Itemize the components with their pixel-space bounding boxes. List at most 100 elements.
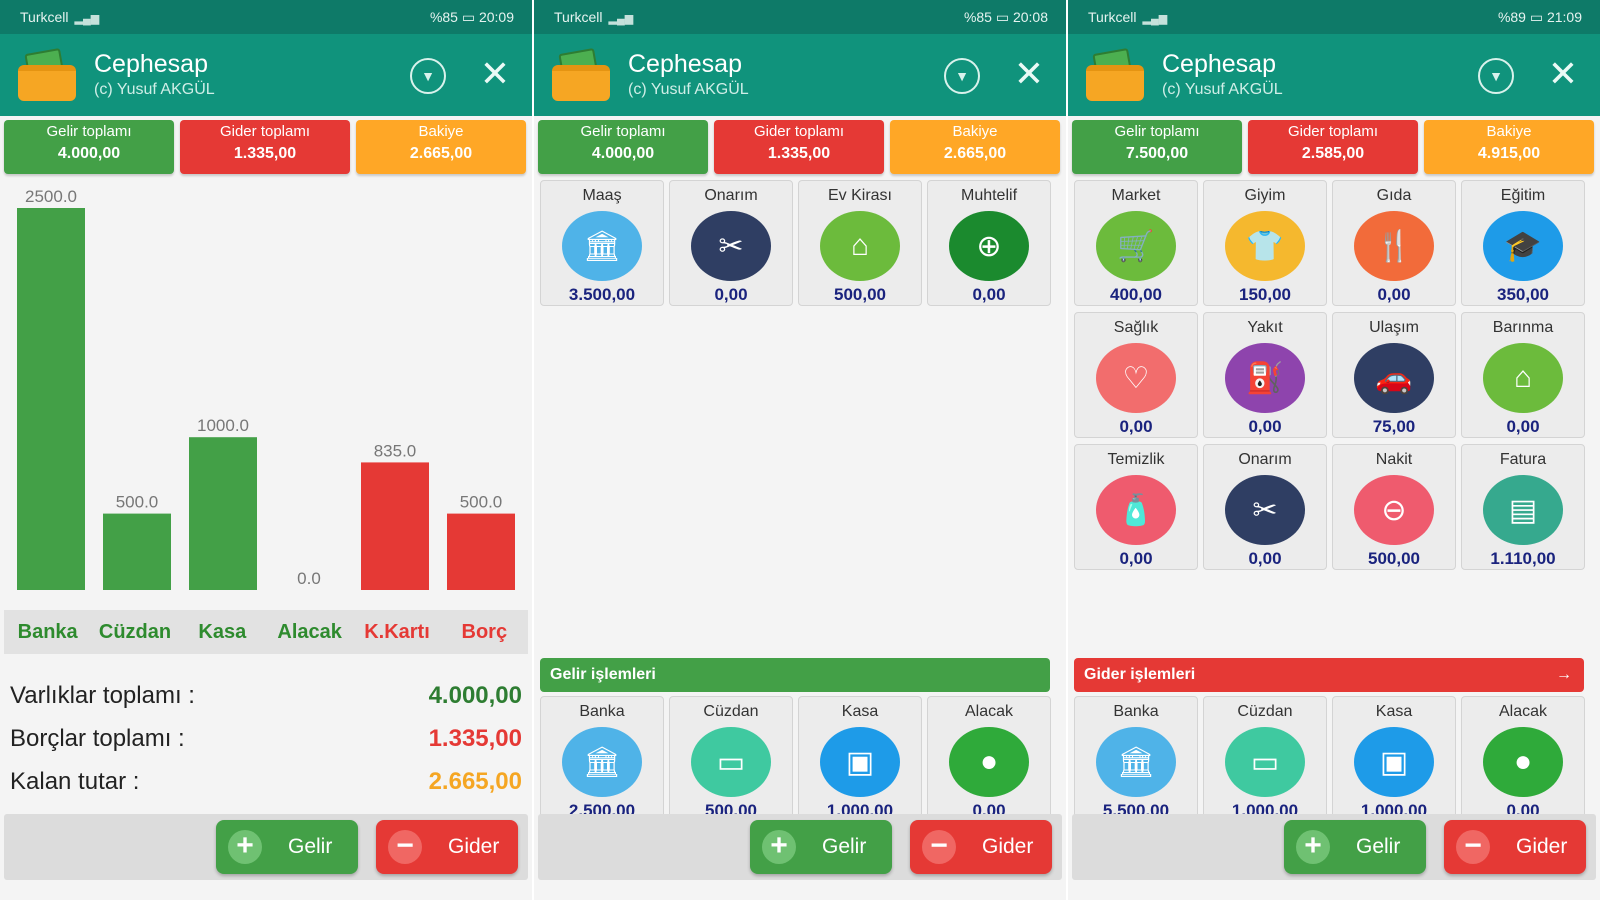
expense-operations-header: Gider işlemleri →: [1074, 658, 1584, 692]
tile-kasa[interactable]: Kasa ▣ 1.000,00: [798, 696, 922, 822]
close-icon[interactable]: ✕: [1547, 53, 1578, 94]
tile-ev-kirası[interactable]: Ev Kirası ⌂ 500,00: [798, 180, 922, 306]
tile-maaş[interactable]: Maaş 🏛 3.500,00: [540, 180, 664, 306]
tile-label: Giyim: [1244, 187, 1286, 204]
tools-icon: ✂: [691, 211, 771, 281]
add-expense-button[interactable]: − Gider: [376, 820, 518, 874]
tile-temizlik[interactable]: Temizlik 🧴 0,00: [1074, 444, 1198, 570]
expense-total-card[interactable]: Gider toplamı 2.585,00: [1248, 120, 1418, 174]
add-expense-button[interactable]: − Gider: [1444, 820, 1586, 874]
expense-total-card[interactable]: Gider toplamı 1.335,00: [714, 120, 884, 174]
income-category-grid: Maaş 🏛 3.500,00 Onarım ✂ 0,00 Ev Kirası ⌂ 500,00…: [540, 180, 1051, 306]
category-label-1: Cüzdan: [98, 621, 172, 643]
chart-category-labels: Banka Cüzdan Kasa Alacak K.Kartı Borç: [4, 610, 528, 654]
add-income-button[interactable]: + Gelir: [1284, 820, 1426, 874]
tile-kasa[interactable]: Kasa ▣ 1.000,00: [1332, 696, 1456, 822]
category-label-3: Alacak: [277, 621, 342, 643]
tile-barınma[interactable]: Barınma ⌂ 0,00: [1461, 312, 1585, 438]
total-row: Kalan tutar : 2.665,00: [10, 768, 522, 811]
minus-icon: −: [1456, 830, 1490, 864]
tile-muhtelif[interactable]: Muhtelif ⊕ 0,00: [927, 180, 1051, 306]
bar-value-label-5: 500.0: [460, 493, 503, 512]
balance-card[interactable]: Bakiye 2.665,00: [890, 120, 1060, 174]
bottom-action-bar: + Gelir − Gider: [1072, 814, 1596, 880]
bottom-action-bar: + Gelir − Gider: [538, 814, 1062, 880]
add-expense-button[interactable]: − Gider: [910, 820, 1052, 874]
dropdown-menu-icon[interactable]: ▼: [1478, 58, 1514, 94]
balance-card[interactable]: Bakiye 2.665,00: [356, 120, 526, 174]
tile-amount: 0,00: [1119, 417, 1153, 436]
tile-eğitim[interactable]: Eğitim 🎓 350,00: [1461, 180, 1585, 306]
home-icon: ⌂: [1483, 343, 1563, 413]
tile-fatura[interactable]: Fatura ▤ 1.110,00: [1461, 444, 1585, 570]
add-expense-label: Gider: [1516, 835, 1568, 858]
income-total-card[interactable]: Gelir toplamı 7.500,00: [1072, 120, 1242, 174]
tile-alacak[interactable]: Alacak ● 0,00: [1461, 696, 1585, 822]
tile-label: Eğitim: [1500, 187, 1546, 204]
balance-value: 2.665,00: [943, 145, 1007, 162]
cash-icon: ⊖: [1354, 475, 1434, 545]
balance-value: 2.665,00: [409, 145, 473, 162]
bar-5: [447, 513, 515, 590]
tile-giyim[interactable]: Giyim 👕 150,00: [1203, 180, 1327, 306]
minus-icon: −: [388, 830, 422, 864]
tile-market[interactable]: Market 🛒 400,00: [1074, 180, 1198, 306]
balance-label: Bakiye: [418, 123, 464, 140]
summary-row: Gelir toplamı 4.000,00 Gider toplamı 1.335…: [534, 116, 1066, 174]
tile-label: Nakit: [1375, 451, 1413, 468]
tile-label: Fatura: [1499, 451, 1547, 468]
income-total-value: 4.000,00: [57, 145, 121, 162]
add-income-button[interactable]: + Gelir: [750, 820, 892, 874]
arrow-right-icon[interactable]: →: [1556, 666, 1572, 683]
tile-label: Onarım: [704, 187, 758, 204]
tile-label: Alacak: [1498, 703, 1548, 720]
tools-icon: ✂: [1225, 475, 1305, 545]
tile-label: Ev Kirası: [827, 187, 892, 204]
minus-icon: −: [922, 830, 956, 864]
tile-label: Cüzdan: [1237, 703, 1293, 720]
safe-icon: ▣: [1354, 727, 1434, 797]
app-bar: Cephesap (c) Yusuf AKGÜL ▼ ✕: [534, 34, 1066, 116]
tile-ulaşım[interactable]: Ulaşım 🚗 75,00: [1332, 312, 1456, 438]
app-title: Cephesap: [94, 50, 208, 78]
close-icon[interactable]: ✕: [1013, 53, 1044, 94]
tile-cüzdan[interactable]: Cüzdan ▭ 1.000,00: [1203, 696, 1327, 822]
home-icon: ⌂: [820, 211, 900, 281]
tile-gıda[interactable]: Gıda 🍴 0,00: [1332, 180, 1456, 306]
income-total-card[interactable]: Gelir toplamı 4.000,00: [4, 120, 174, 174]
tile-yakıt[interactable]: Yakıt ⛽ 0,00: [1203, 312, 1327, 438]
totals-summary: Varlıklar toplamı : 4.000,00 Borçlar topla…: [10, 682, 522, 811]
tile-alacak[interactable]: Alacak ● 0,00: [927, 696, 1051, 822]
income-total-value: 7.500,00: [1125, 145, 1189, 162]
tile-label: Banka: [579, 703, 625, 720]
tile-banka[interactable]: Banka 🏛 2.500,00: [540, 696, 664, 822]
tile-cüzdan[interactable]: Cüzdan ▭ 500,00: [669, 696, 793, 822]
expense-total-card[interactable]: Gider toplamı 1.335,00: [180, 120, 350, 174]
wallet-logo-icon: [1086, 48, 1144, 101]
tile-label: Sağlık: [1113, 319, 1159, 336]
tile-sağlık[interactable]: Sağlık ♡ 0,00: [1074, 312, 1198, 438]
tile-amount: 0,00: [714, 285, 748, 304]
tile-banka[interactable]: Banka 🏛 5.500,00: [1074, 696, 1198, 822]
expense-total-value: 1.335,00: [767, 145, 831, 162]
dropdown-menu-icon[interactable]: ▼: [410, 58, 446, 94]
income-total-card[interactable]: Gelir toplamı 4.000,00: [538, 120, 708, 174]
tile-onarım[interactable]: Onarım ✂ 0,00: [1203, 444, 1327, 570]
add-income-label: Gelir: [822, 835, 867, 858]
balance-card[interactable]: Bakiye 4.915,00: [1424, 120, 1594, 174]
bank-icon: 🏛: [562, 211, 642, 281]
total-label: Kalan tutar :: [10, 768, 140, 795]
tile-onarım[interactable]: Onarım ✂ 0,00: [669, 180, 793, 306]
tile-label: Cüzdan: [703, 703, 759, 720]
income-total-label: Gelir toplamı: [580, 123, 666, 140]
tile-amount: 0,00: [972, 285, 1006, 304]
carrier-label: Turkcell: [554, 9, 603, 25]
dropdown-menu-icon[interactable]: ▼: [944, 58, 980, 94]
total-value: 2.665,00: [428, 768, 522, 795]
status-right: %85 ▭ 20:09: [429, 8, 514, 25]
tile-nakit[interactable]: Nakit ⊖ 500,00: [1332, 444, 1456, 570]
close-icon[interactable]: ✕: [479, 53, 510, 94]
signal-icon: ▂▄▆: [608, 13, 634, 25]
add-income-button[interactable]: + Gelir: [216, 820, 358, 874]
total-value: 1.335,00: [428, 725, 522, 752]
